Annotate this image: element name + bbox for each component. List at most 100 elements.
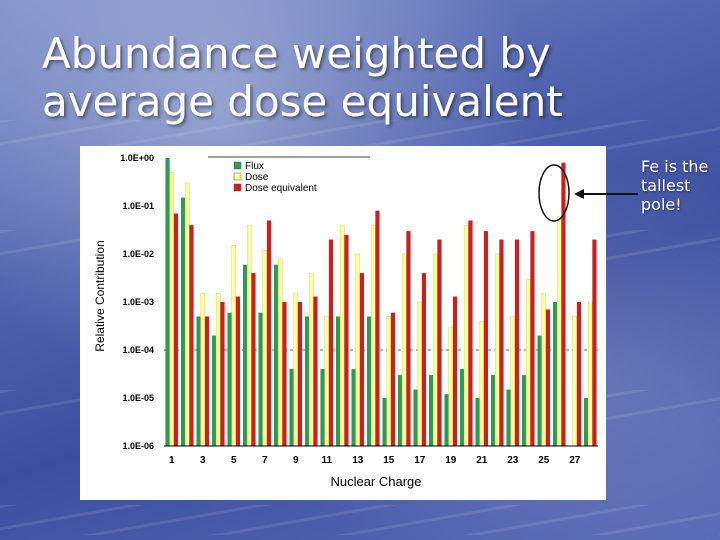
bar-dose-z12 <box>339 224 345 447</box>
bar-dose-equivalent-z3 <box>204 316 210 446</box>
bar-dose-z24 <box>525 278 531 447</box>
bar-flux-z10 <box>304 316 310 446</box>
bar-flux-z20 <box>459 369 465 446</box>
x-tick-label: 19 <box>445 455 457 466</box>
bar-dose-equivalent-z4 <box>220 302 225 446</box>
bar-dose-equivalent-z1 <box>173 213 179 446</box>
legend-swatch-dose <box>233 172 242 181</box>
bar-flux-z9 <box>289 369 294 446</box>
bar-dose-z15 <box>386 316 392 447</box>
bar-flux-z26 <box>552 302 558 446</box>
bar-dose-z13 <box>355 253 361 447</box>
bar-dose-z21 <box>479 320 485 447</box>
bar-flux-z16 <box>397 375 403 446</box>
bar-dose-z16 <box>401 253 407 447</box>
bar-dose-equivalent-z12 <box>344 234 349 446</box>
bar-dose-z3 <box>200 293 206 447</box>
bar-dose-equivalent-z17 <box>421 273 427 446</box>
bar-dose-z5 <box>231 245 237 447</box>
bar-flux-z21 <box>475 398 480 446</box>
bar-dose-equivalent-z19 <box>452 296 458 446</box>
legend-label: Dose <box>245 172 269 183</box>
y-tick-label: 1.0E-06 <box>122 441 154 451</box>
slide-title: Abundance weighted by average dose equiv… <box>42 29 563 126</box>
bar-flux-z3 <box>196 316 201 446</box>
x-tick-label: 17 <box>414 455 426 466</box>
bar-flux-z13 <box>351 369 356 446</box>
bar-dose-equivalent-z13 <box>359 273 365 446</box>
bar-dose-z14 <box>370 224 376 447</box>
bar-dose-equivalent-z6 <box>251 273 256 446</box>
x-tick-label: 1 <box>169 455 175 466</box>
bar-flux-z6 <box>242 264 248 446</box>
bar-dose-equivalent-z24 <box>530 231 535 446</box>
x-tick-label: 11 <box>322 455 333 466</box>
bar-flux-z23 <box>506 389 511 446</box>
bar-flux-z22 <box>490 375 496 446</box>
bar-dose-z28 <box>587 301 593 447</box>
bar-dose-z2 <box>184 182 190 447</box>
bar-dose-equivalent-z11 <box>328 239 334 446</box>
bar-dose-z9 <box>293 293 299 447</box>
bar-dose-equivalent-z16 <box>406 231 411 446</box>
bar-dose-z22 <box>494 253 500 447</box>
bar-flux-z24 <box>521 375 527 446</box>
bar-dose-equivalent-z14 <box>375 210 380 446</box>
bar-dose-z4 <box>215 293 221 447</box>
bar-dose-z26 <box>556 216 562 447</box>
x-tick-label: 15 <box>383 455 395 466</box>
bar-flux-z25 <box>537 335 542 446</box>
bar-dose-equivalent-z15 <box>390 312 396 446</box>
bar-dose-equivalent-z18 <box>437 239 442 446</box>
bar-dose-equivalent-z10 <box>313 296 318 446</box>
bar-dose-equivalent-z23 <box>514 239 520 446</box>
bar-flux-z17 <box>413 389 418 446</box>
bar-dose-z20 <box>463 224 469 447</box>
bar-dose-equivalent-z5 <box>235 296 241 446</box>
y-tick-label: 1.0E+00 <box>120 153 154 163</box>
bar-dose-z25 <box>541 293 547 447</box>
legend-label: Flux <box>245 161 264 172</box>
bar-dose-equivalent-z7 <box>266 220 272 446</box>
x-tick-label: 21 <box>476 455 488 466</box>
bar-dose-z11 <box>324 316 330 447</box>
bar-dose-z17 <box>417 301 423 447</box>
bar-dose-z18 <box>432 253 438 447</box>
x-tick-label: 27 <box>569 455 581 466</box>
bar-dose-equivalent-z20 <box>468 220 473 446</box>
bar-dose-equivalent-z8 <box>282 302 287 446</box>
y-tick-label: 1.0E-01 <box>122 201 154 211</box>
bar-flux-z5 <box>227 312 232 446</box>
y-tick-label: 1.0E-03 <box>122 297 154 307</box>
bar-flux-z11 <box>320 369 325 446</box>
x-tick-label: 23 <box>507 455 519 466</box>
chart-panel: Relative Contribution Nuclear Charge 1.0… <box>80 146 606 500</box>
bar-dose-equivalent-z22 <box>499 239 504 446</box>
bar-flux-z14 <box>366 316 372 446</box>
y-axis-label: Relative Contribution <box>93 240 107 351</box>
bar-dose-z19 <box>448 326 454 447</box>
x-tick-label: 9 <box>293 455 299 466</box>
bar-dose-equivalent-z25 <box>545 309 551 446</box>
y-tick-label: 1.0E-04 <box>122 345 154 355</box>
bar-dose-equivalent-z26 <box>561 162 566 446</box>
bar-dose-z23 <box>510 316 516 447</box>
bar-dose-equivalent-z28 <box>592 239 597 446</box>
bar-dose-equivalent-z9 <box>297 302 303 446</box>
bar-chart: Relative Contribution Nuclear Charge 1.0… <box>93 153 598 489</box>
bar-dose-z7 <box>262 249 268 447</box>
bar-flux-z12 <box>335 316 341 446</box>
x-tick-label: 13 <box>352 455 364 466</box>
bar-dose-equivalent-z21 <box>483 231 489 446</box>
bar-dose-equivalent-z27 <box>576 302 582 446</box>
bar-flux-z28 <box>583 398 589 446</box>
bar-flux-z8 <box>273 264 279 446</box>
x-tick-label: 25 <box>538 455 550 466</box>
bar-flux-z18 <box>428 375 434 446</box>
x-tick-label: 7 <box>262 455 268 466</box>
legend-swatch-dose-equivalent <box>233 183 242 192</box>
bar-dose-z1 <box>169 172 175 447</box>
x-axis-label: Nuclear Charge <box>330 474 421 489</box>
bar-flux-z7 <box>258 312 263 446</box>
y-tick-label: 1.0E-02 <box>122 249 154 259</box>
